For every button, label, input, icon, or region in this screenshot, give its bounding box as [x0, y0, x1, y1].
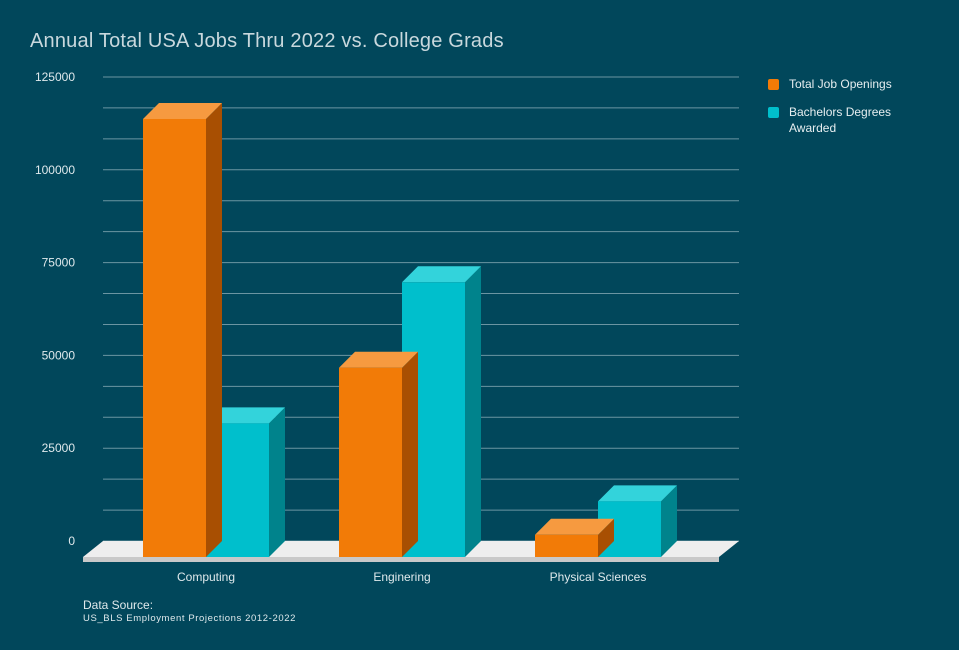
- bar-top-face: [339, 351, 418, 368]
- legend-swatch: [768, 79, 779, 90]
- data-source-text: US_BLS Employment Projections 2012-2022: [83, 613, 296, 624]
- legend-item-total-job-openings[interactable]: Total Job Openings: [768, 76, 939, 92]
- data-source: Data Source: US_BLS Employment Projectio…: [83, 598, 296, 624]
- data-source-label: Data Source:: [83, 598, 154, 612]
- bar-front-face: [339, 367, 402, 557]
- floor-edge: [83, 557, 719, 562]
- legend-item-bachelors-degrees[interactable]: Bachelors Degrees Awarded: [768, 104, 939, 136]
- y-tick-label: 125000: [35, 70, 75, 84]
- x-tick-label: Enginering: [373, 570, 430, 584]
- bar-total-job-openings: [339, 351, 418, 557]
- bar-side-face: [269, 407, 285, 557]
- bars: [143, 102, 677, 557]
- legend-label: Bachelors Degrees Awarded: [789, 105, 892, 135]
- bar-top-face: [206, 407, 285, 424]
- legend-label: Total Job Openings: [789, 77, 892, 91]
- bar-bachelors-degrees-awarded: [598, 485, 677, 557]
- bar-front-face: [143, 118, 206, 557]
- bar-side-face: [206, 102, 222, 557]
- y-axis-ticks: 0 25000 50000 75000 100000 125000: [35, 70, 75, 548]
- chart-title: Annual Total USA Jobs Thru 2022 vs. Coll…: [30, 30, 504, 52]
- bar-total-job-openings: [143, 102, 222, 557]
- x-tick-label: Physical Sciences: [550, 570, 647, 584]
- bar-top-face: [402, 266, 481, 283]
- bar-top-face: [598, 485, 677, 502]
- y-tick-label: 75000: [42, 256, 76, 270]
- bar-side-face: [465, 266, 481, 557]
- y-tick-label: 100000: [35, 163, 75, 177]
- bar-front-face: [535, 534, 598, 557]
- bar-total-job-openings: [535, 518, 614, 557]
- x-tick-label: Computing: [177, 570, 235, 584]
- legend-swatch: [768, 107, 779, 118]
- bar-side-face: [402, 351, 418, 557]
- bar-side-face: [661, 485, 677, 557]
- bar-top-face: [535, 518, 614, 535]
- y-tick-label: 0: [68, 534, 75, 548]
- y-tick-label: 25000: [42, 441, 76, 455]
- x-axis-ticks: Computing Enginering Physical Sciences: [177, 570, 646, 584]
- bar-side-face: [598, 518, 614, 557]
- y-tick-label: 50000: [42, 348, 76, 362]
- legend: Total Job Openings Bachelors Degrees Awa…: [768, 76, 939, 148]
- bar-top-face: [143, 102, 222, 119]
